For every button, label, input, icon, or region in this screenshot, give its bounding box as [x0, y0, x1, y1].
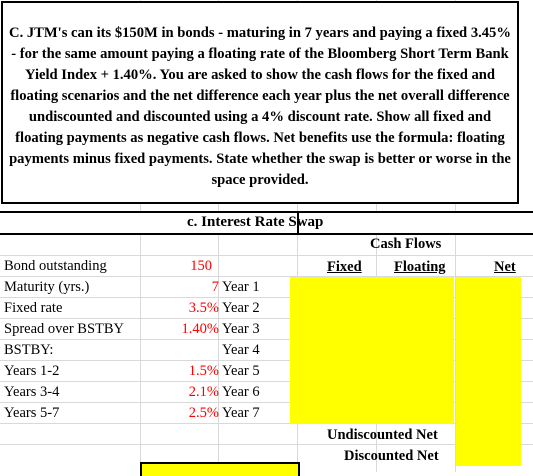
gridline: [0, 402, 533, 403]
gridline: [0, 360, 533, 361]
input-value[interactable]: 3.5%: [188, 300, 219, 316]
gridline: [218, 0, 219, 472]
input-value[interactable]: 1.5%: [188, 363, 219, 379]
undiscounted-net-label: Undiscounted Net: [327, 427, 438, 443]
instructions-box: C. JTM's can its $150M in bonds - maturi…: [1, 1, 519, 204]
discounted-net-label: Discounted Net: [344, 448, 439, 464]
input-label: Years 1-2: [4, 363, 60, 379]
input-value[interactable]: 150: [190, 258, 212, 274]
gridline: [0, 339, 533, 340]
input-value[interactable]: 1.40%: [181, 321, 219, 337]
gridline: [0, 255, 533, 256]
year-label: Year 7: [222, 405, 260, 421]
year-label: Year 4: [222, 342, 260, 358]
gridline: [297, 0, 298, 472]
floating-column-header: Floating: [394, 259, 446, 275]
gridline: [376, 0, 377, 472]
fixed-column-header: Fixed: [327, 259, 362, 275]
input-value[interactable]: 2.1%: [188, 384, 219, 400]
gridline: [0, 423, 533, 424]
section-title-bar: c. Interest Rate Swap: [0, 211, 533, 235]
cash-flows-header: Cash Flows: [370, 236, 442, 252]
swap-verdict-box[interactable]: [140, 462, 300, 476]
section-divider: [297, 211, 299, 235]
input-value[interactable]: 2.5%: [188, 405, 219, 421]
section-title: c. Interest Rate Swap: [187, 214, 324, 230]
input-label: BSTBY:: [4, 342, 54, 358]
year-label: Year 6: [222, 384, 260, 400]
cash-flow-answer-area[interactable]: [290, 277, 454, 424]
net-column-header: Net: [494, 259, 516, 275]
input-label: Bond outstanding: [4, 258, 107, 274]
gridline: [0, 318, 533, 319]
gridline: [0, 381, 533, 382]
gridline: [0, 297, 533, 298]
input-label: Spread over BSTBY: [4, 321, 125, 337]
input-label: Years 3-4: [4, 384, 60, 400]
year-label: Year 3: [222, 321, 260, 337]
input-label: Fixed rate: [4, 300, 63, 316]
gridline: [0, 276, 533, 277]
year-label: Year 5: [222, 363, 260, 379]
net-answer-column[interactable]: [456, 277, 521, 466]
input-label: Maturity (yrs.): [4, 279, 90, 295]
gridline: [140, 0, 141, 472]
year-label: Year 2: [222, 300, 260, 316]
year-label: Year 1: [222, 279, 260, 295]
input-value[interactable]: 7: [211, 279, 219, 295]
input-label: Years 5-7: [4, 405, 60, 421]
gridline: [455, 0, 456, 472]
gridline: [0, 444, 533, 445]
instructions-text: C. JTM's can its $150M in bonds - maturi…: [9, 25, 511, 188]
